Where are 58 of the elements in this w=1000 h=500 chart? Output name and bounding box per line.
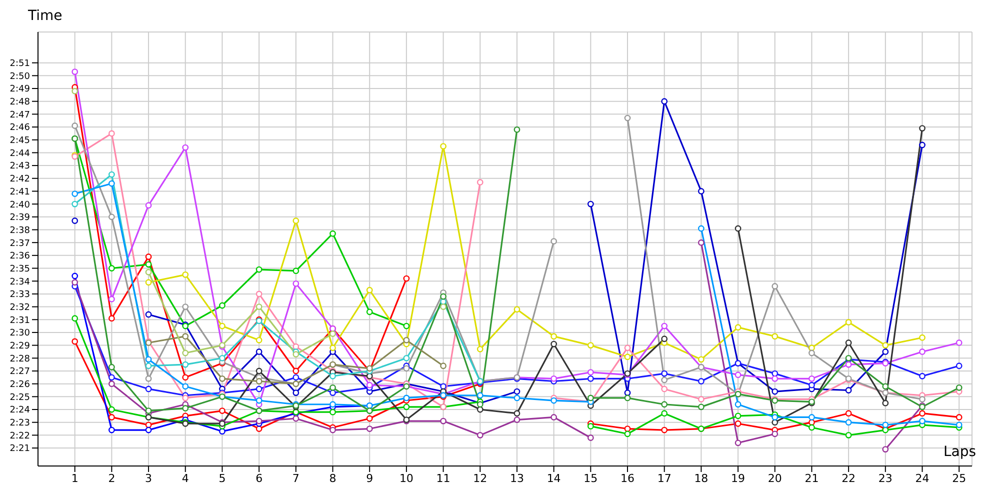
x-tick-label: 13 [510,472,524,485]
x-tick-label: 23 [878,472,892,485]
y-tick-label: 2:22 [10,431,30,442]
x-tick-label: 21 [804,472,819,485]
y-tick-label: 2:45 [10,136,30,146]
y-tick-label: 2:28 [10,354,30,364]
y-tick-label: 2:47 [10,110,30,120]
x-tick-label: 15 [584,472,598,485]
y-tick-label: 2:33 [10,290,30,300]
y-tick-label: 2:31 [10,316,30,326]
x-tick-label: 1 [71,472,78,485]
y-tick-label: 2:21 [10,444,30,454]
x-tick-label: 20 [768,472,782,485]
y-tick-label: 2:42 [10,174,30,185]
y-tick-label: 2:34 [10,277,30,288]
x-tick-label: 14 [546,472,561,485]
y-tick-label: 2:35 [10,264,30,274]
y-tick-label: 2:49 [10,84,30,95]
x-tick-label: 11 [436,472,450,485]
y-tick-label: 2:24 [10,406,30,416]
y-tick-label: 2:26 [10,380,30,390]
y-tick-label: 2:38 [10,226,30,236]
x-axis-title: Laps [943,444,976,460]
x-tick-label: 5 [218,472,226,485]
y-tick-label: 2:40 [10,200,30,210]
y-tick-label: 2:46 [10,123,30,134]
y-tick-label: 2:48 [10,98,30,108]
y-tick-label: 2:23 [10,418,30,429]
y-tick-label: 2:41 [10,187,30,198]
y-tick-label: 2:27 [10,367,30,378]
x-tick-label: 8 [329,472,336,485]
x-tick-label: 7 [292,472,300,485]
x-tick-label: 4 [182,472,189,485]
x-tick-label: 2 [108,472,116,485]
x-tick-label: 24 [915,472,930,485]
x-tick-label: 9 [366,472,374,485]
x-tick-label: 25 [952,472,966,485]
x-tick-label: 3 [145,472,152,485]
y-tick-label: 2:29 [10,341,30,352]
x-tick-label: 17 [657,472,672,485]
x-tick-label: 10 [399,472,414,485]
y-tick-label: 2:50 [10,72,30,82]
x-tick-label: 16 [620,472,635,485]
x-tick-label: 12 [473,472,488,485]
y-tick-label: 2:37 [10,238,30,249]
x-tick-label: 22 [842,472,856,485]
y-tick-label: 2:51 [10,59,30,70]
x-tick-label: 18 [694,472,708,485]
y-tick-label: 2:32 [10,302,30,313]
y-tick-label: 2:36 [10,252,30,262]
y-tick-label: 2:25 [10,392,30,403]
y-tick-label: 2:43 [10,162,30,172]
y-axis-title: Time [28,8,62,24]
y-tick-label: 2:44 [10,148,30,159]
x-tick-label: 19 [731,472,746,485]
x-tick-label: 6 [256,472,263,485]
y-tick-label: 2:30 [10,328,30,339]
y-tick-label: 2:39 [10,213,30,224]
